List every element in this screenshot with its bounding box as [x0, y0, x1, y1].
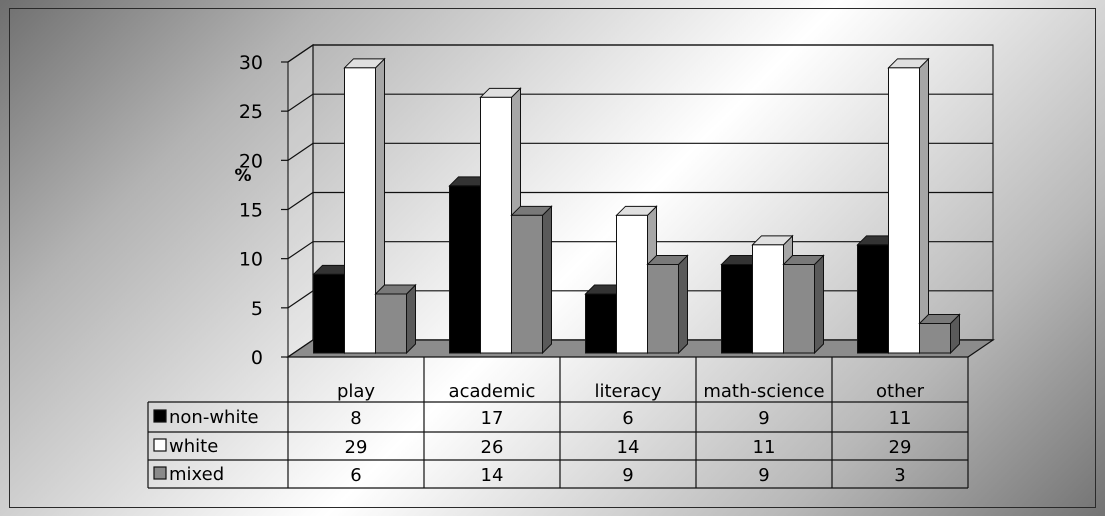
bar-white: [480, 96, 512, 354]
bar-side: [678, 254, 688, 355]
bar-non-white: [857, 244, 889, 354]
bar-white: [888, 67, 920, 354]
y-tick-label: 0: [251, 347, 263, 369]
bar-mixed: [647, 264, 679, 354]
gridline: [287, 142, 993, 161]
table-cell: 6: [622, 408, 633, 429]
category-label: other: [876, 381, 925, 402]
table-cell: 29: [345, 437, 368, 458]
table-cell: 14: [481, 465, 504, 486]
legend-key-non-white: [153, 409, 167, 423]
y-tick-label: 25: [239, 101, 263, 123]
bar-white: [616, 214, 648, 354]
table-cell: 17: [481, 408, 504, 429]
bar-white: [344, 67, 376, 354]
legend-label: mixed: [169, 464, 224, 485]
chart-frame: [9, 8, 1096, 508]
legend-label: white: [169, 436, 218, 457]
bar-mixed: [783, 264, 815, 354]
legend-key-white: [153, 438, 167, 452]
table-cell: 9: [758, 465, 769, 486]
y-axis-label: %: [234, 166, 251, 186]
y-tick-label: 30: [239, 52, 263, 74]
table-cell: 14: [617, 437, 640, 458]
gridline: [287, 44, 993, 63]
category-label: math-science: [703, 381, 824, 402]
legend-key-mixed: [153, 466, 167, 480]
y-tick-label: 5: [251, 298, 263, 320]
bar-side: [919, 57, 929, 355]
y-tick-label: 20: [239, 150, 263, 172]
y-tick-label: 10: [239, 249, 263, 271]
bar-mixed: [511, 214, 543, 354]
bar-non-white: [585, 293, 617, 354]
category-label: academic: [449, 381, 536, 402]
y-tick-label: 15: [239, 200, 263, 222]
gridline: [287, 191, 993, 210]
category-label: play: [337, 381, 375, 402]
table-cell: 29: [889, 437, 912, 458]
table-cell: 8: [350, 408, 361, 429]
table-cell: 6: [350, 465, 361, 486]
bar-side: [814, 254, 824, 355]
bar-side: [542, 205, 552, 355]
table-cell: 11: [889, 408, 912, 429]
bar-non-white: [721, 264, 753, 354]
bar-side: [406, 283, 416, 355]
bar-white: [752, 244, 784, 354]
table-cell: 11: [753, 437, 776, 458]
table-cell: 9: [622, 465, 633, 486]
legend-label: non-white: [169, 407, 259, 428]
table-cell: 26: [481, 437, 504, 458]
bar-non-white: [313, 273, 345, 354]
table-cell: 3: [894, 465, 905, 486]
gridline: [287, 93, 993, 112]
bar-non-white: [449, 185, 481, 354]
table-cell: 9: [758, 408, 769, 429]
category-label: literacy: [594, 381, 661, 402]
bar-mixed: [919, 323, 951, 354]
bar-mixed: [375, 293, 407, 354]
